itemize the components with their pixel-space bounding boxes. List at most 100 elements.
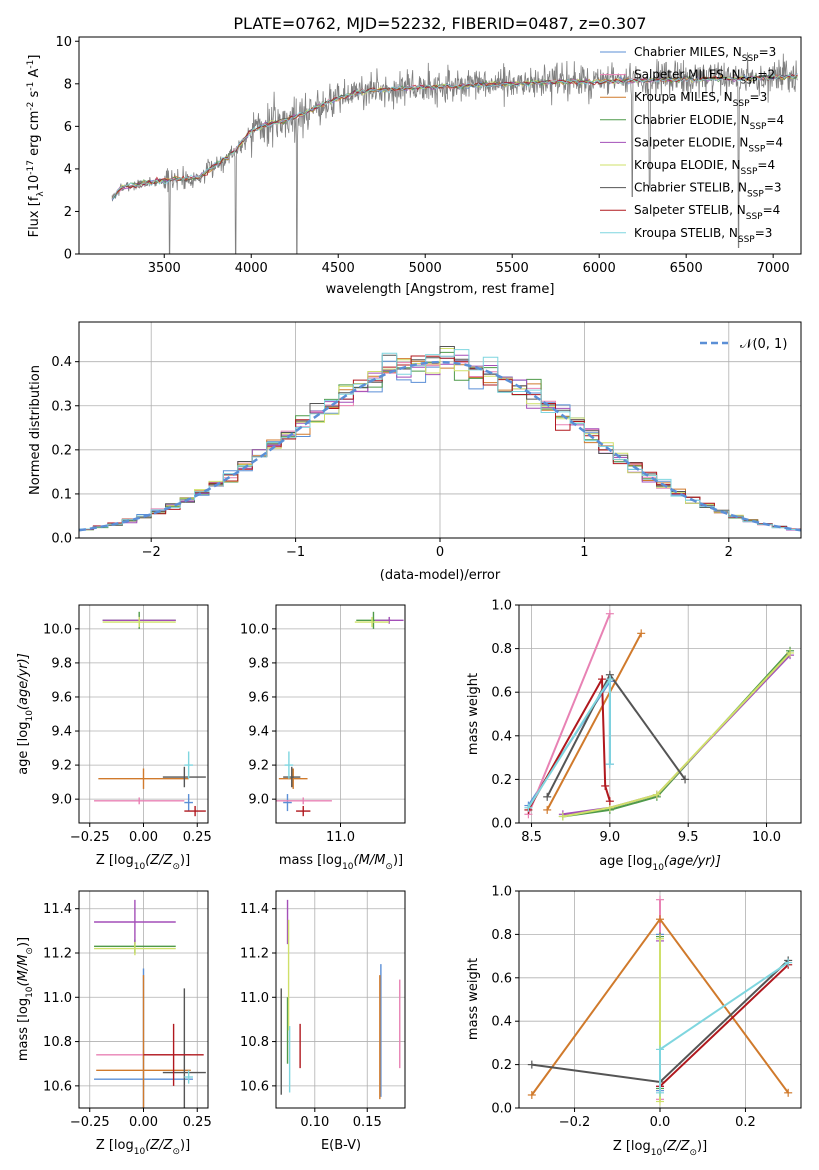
y-axis-label: mass weight — [466, 673, 481, 755]
x-tick-label: −0.25 — [70, 830, 110, 845]
label-part: SSP — [746, 212, 763, 222]
y-tick-label: 6 — [64, 120, 72, 135]
y-tick-label: 0.2 — [491, 773, 512, 788]
plot-area — [94, 611, 206, 817]
label-part: Kroupa ELODIE, N — [634, 158, 741, 172]
x-tick-label: −1 — [286, 545, 305, 560]
y-tick-label: 0.0 — [51, 532, 72, 547]
y-tick-label: 9.8 — [51, 656, 72, 671]
label-part: age [log — [599, 854, 652, 869]
x-tick-label: 5500 — [496, 261, 529, 276]
x-tick-label: 4000 — [235, 261, 268, 276]
plot-area — [524, 609, 795, 821]
y-tick-label: 0.4 — [491, 729, 512, 744]
y-axis-label: mass [log10(M/M⊙)] — [16, 937, 35, 1061]
label-part: 10 — [25, 986, 35, 998]
axes-mass_vs_EBV: 0.10 0.15 10.6 10.8 11.0 11.2 11.4 — [240, 890, 406, 1130]
model-spectrum — [111, 74, 798, 199]
label-part: erg cm — [27, 111, 42, 160]
label-part: 10 — [27, 175, 42, 192]
label-part: -2 — [26, 102, 36, 111]
x-axis-label: Z [log10(Z/Z⊙)] — [96, 1138, 190, 1157]
label-part: Z [log — [96, 1138, 134, 1153]
y-tick-label: 9.6 — [51, 690, 72, 705]
legend-entry: Salpeter ELODIE, NSSP=4 — [634, 135, 783, 154]
x-tick-label: 0.00 — [129, 1115, 158, 1130]
label-part: SSP — [742, 54, 759, 64]
y-tick-label: 10.0 — [43, 622, 72, 637]
label-part: age [log — [16, 722, 31, 775]
y-tick-label: 9.0 — [51, 793, 72, 808]
x-axis-label: wavelength [Angstrom, rest frame] — [326, 282, 555, 297]
axes-spectrum: 3500 4000 4500 5000 5500 6000 6500 7000 0 2 4 6 8 10 C… — [55, 35, 802, 276]
axes-overlay: 11.0 9.0 9.2 9.4 9.6 9.8 10.0 — [240, 604, 406, 845]
y-tick-label: 9.8 — [248, 656, 269, 671]
x-tick-label: −0.25 — [70, 1115, 110, 1130]
label-part: Z [log — [96, 853, 134, 868]
axes-overlay: −0.2 0.0 0.2 0.0 0.2 0.4 0.6 0.8 1.0 — [491, 885, 802, 1130]
axes-overlay: 0.10 0.15 10.6 10.8 11.0 11.2 11.4 — [240, 890, 406, 1130]
label-part: ⊙ — [172, 862, 180, 872]
label-part: -1 — [26, 82, 36, 91]
label-part: 10 — [134, 862, 146, 872]
y-tick-label: 0.8 — [491, 642, 512, 657]
weight-line — [527, 675, 611, 809]
x-tick-label: 0.25 — [183, 830, 212, 845]
y-tick-label: 9.2 — [248, 759, 269, 774]
label-part: )] — [393, 853, 403, 868]
label-part: =2 — [757, 68, 775, 82]
axes-age_vs_Z: −0.25 0.00 0.25 9.0 9.2 9.4 9.6 9.8 10.0 — [43, 604, 212, 845]
x-tick-label: 7000 — [757, 261, 790, 276]
y-axis-label: Normed distribution — [28, 365, 43, 495]
legend-entry: Kroupa MILES, NSSP=3 — [634, 90, 767, 109]
label-part: Flux [f — [27, 196, 42, 237]
weight-line — [562, 654, 791, 816]
legend-entry: Salpeter STELIB, NSSP=4 — [634, 203, 780, 222]
label-part: SSP — [748, 144, 765, 154]
plot-area — [79, 346, 801, 532]
label-part: Chabrier STELIB, N — [634, 181, 747, 195]
y-tick-label: 10.8 — [240, 1035, 269, 1050]
label-part: SSP — [741, 167, 758, 177]
x-axis-label: Z [log10(Z/Z⊙)] — [613, 1139, 707, 1158]
x-tick-label: 11.0 — [326, 830, 355, 845]
axes-frame — [78, 36, 802, 255]
label-part: Kroupa STELIB, N — [634, 226, 738, 240]
histogram-step — [79, 348, 801, 530]
legend-entry: Chabrier ELODIE, NSSP=4 — [634, 113, 784, 132]
label-part: =3 — [759, 45, 777, 59]
x-tick-label: 6500 — [670, 261, 703, 276]
label-part: s — [27, 90, 42, 101]
label-part: Chabrier ELODIE, N — [634, 113, 750, 127]
plot-area — [111, 52, 798, 254]
label-part: Salpeter STELIB, N — [634, 203, 746, 217]
y-tick-label: 0.4 — [491, 1015, 512, 1030]
y-tick-label: 9.6 — [248, 690, 269, 705]
legend-entry: Chabrier STELIB, NSSP=3 — [634, 181, 782, 200]
y-tick-label: 9.4 — [51, 725, 72, 740]
label-part: -1 — [26, 60, 36, 69]
label-part: 10 — [25, 710, 35, 722]
x-tick-label: 0.25 — [183, 1115, 212, 1130]
model-spectrum — [111, 73, 798, 199]
axes-residuals: −2 −1 0 1 2 0.0 0.1 0.2 0.3 0.4 𝒩(0, 1) — [51, 321, 802, 560]
legend-entry: Kroupa STELIB, NSSP=3 — [634, 226, 772, 245]
legend-entry: Kroupa ELODIE, NSSP=4 — [634, 158, 775, 177]
axes-overlay: −0.25 0.00 0.25 10.6 10.8 11.0 11.2 11.4 — [43, 890, 212, 1130]
label-part: (Z/Z — [145, 853, 173, 868]
y-tick-label: 0.0 — [491, 1102, 512, 1117]
label-part: SSP — [750, 122, 767, 132]
x-tick-label: 10.0 — [752, 830, 781, 845]
y-tick-label: 0.6 — [491, 971, 512, 986]
label-part: Z [log — [613, 1139, 651, 1154]
x-axis-label: E(B-V) — [321, 1138, 361, 1153]
y-tick-label: 10.8 — [43, 1035, 72, 1050]
label-part: λ — [36, 191, 46, 197]
x-tick-label: 0.15 — [353, 1115, 382, 1130]
label-part: SSP — [733, 99, 750, 109]
label-part: (M/M — [354, 853, 386, 868]
plot-area — [94, 899, 206, 1108]
label-part: mass [log — [279, 853, 342, 868]
weight-line — [527, 675, 611, 811]
y-axis-label: mass weight — [466, 958, 481, 1040]
